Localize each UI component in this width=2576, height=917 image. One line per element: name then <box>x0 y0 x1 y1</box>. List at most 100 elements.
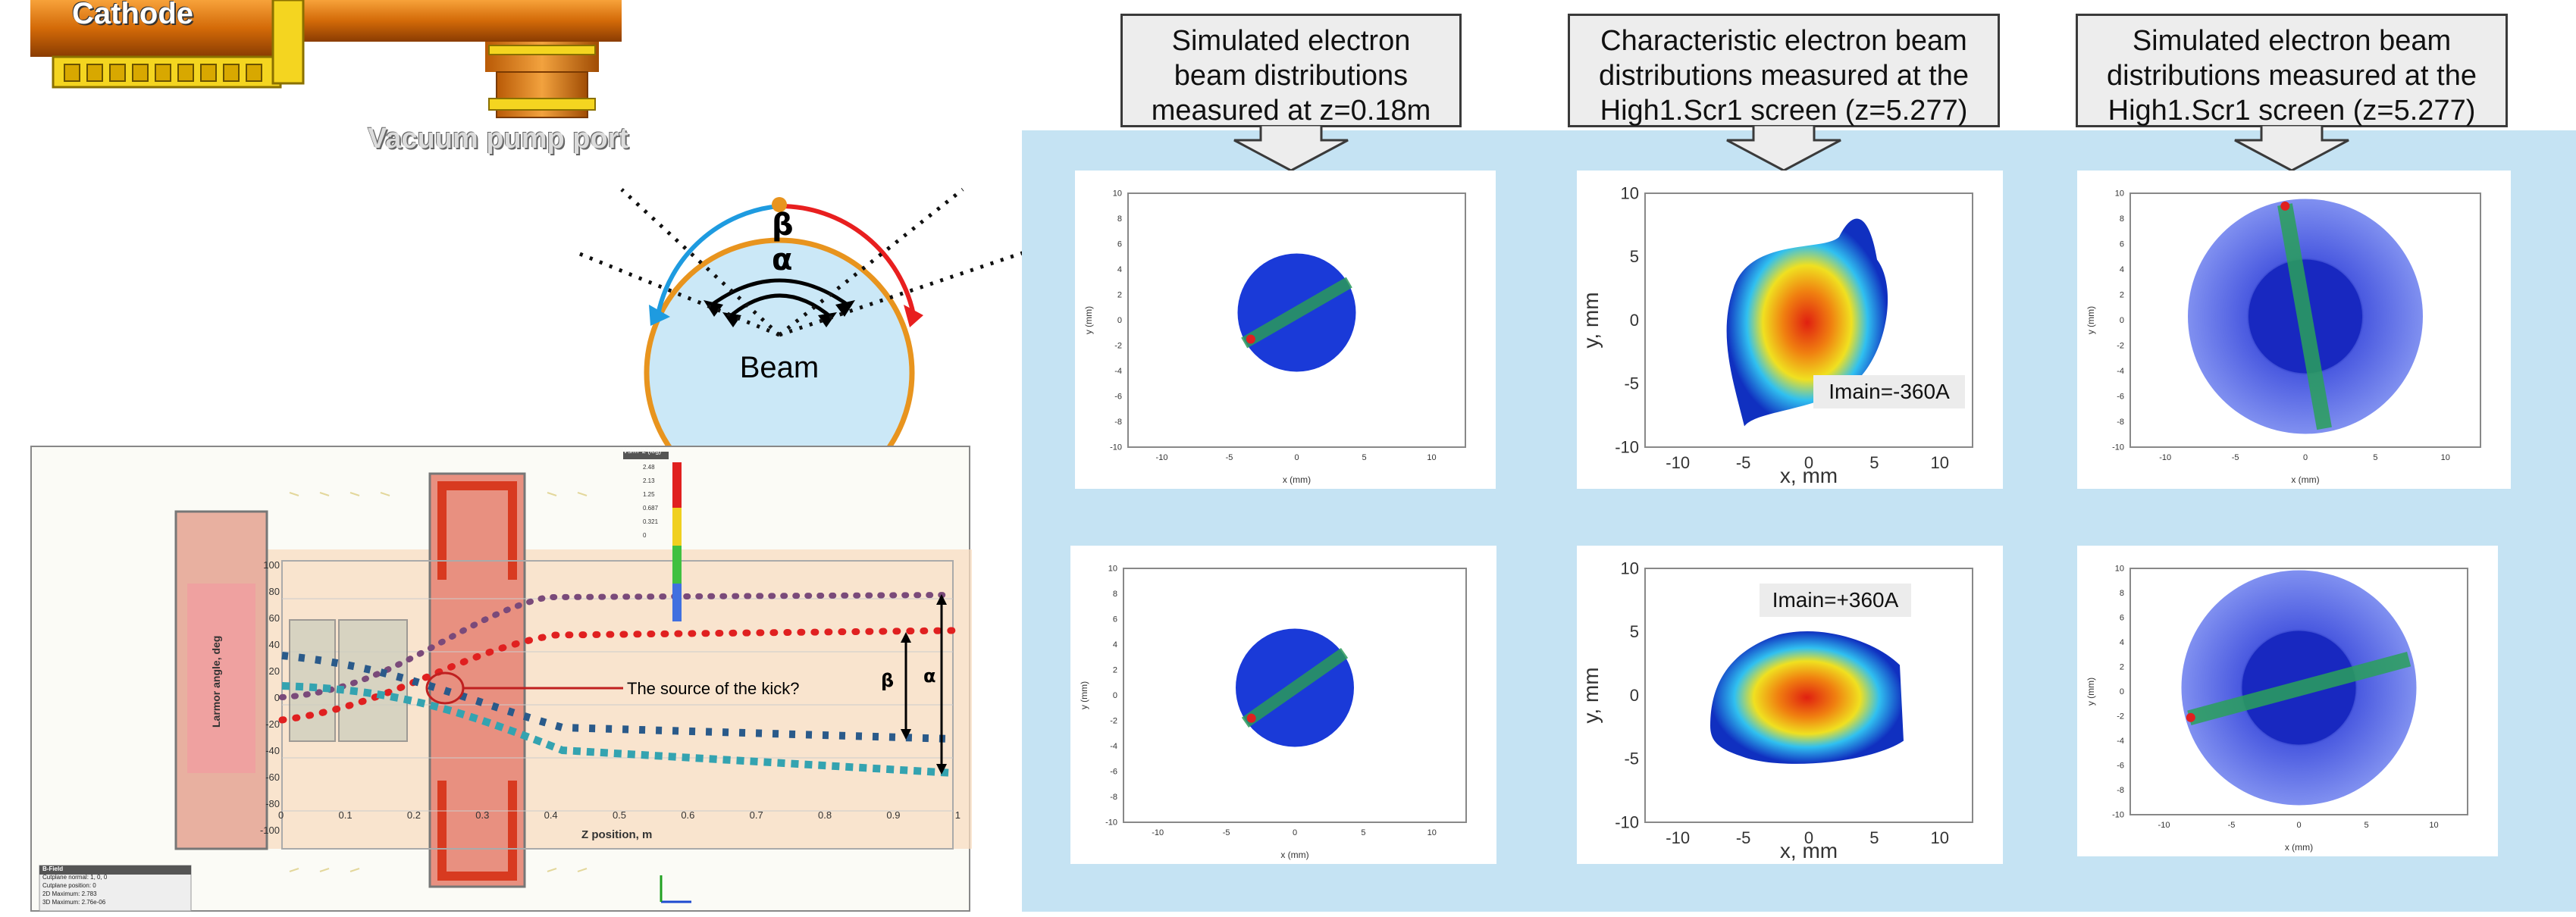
larmor-xtick-list: 0 0.1 0.2 0.3 0.4 0.5 0.6 0.7 0.8 0.9 1 <box>278 809 961 821</box>
xtick: 0.6 <box>681 809 695 821</box>
xtick-label: -10 <box>2158 821 2170 830</box>
ytick-label: -4 <box>1114 367 1122 376</box>
callout-2: Characteristic electron beam distributio… <box>1568 14 2000 174</box>
xtick-label: 0 <box>2303 453 2308 462</box>
ytick-label: 4 <box>1113 640 1117 649</box>
xtick-label: 10 <box>1931 453 1949 472</box>
ytick-label: 10 <box>2115 565 2124 574</box>
sim-plot-screen-a-svg: 10 8 6 4 2 0 -2 -4 -6 -8 -10 -10 -5 0 5 10 x (mm) y (mm) <box>2086 189 2481 485</box>
ytick: -20 <box>265 718 280 730</box>
legend-row: Cutplane normal: 1, 0, 0 <box>42 874 108 881</box>
callout-1-box: Simulated electron beam distributions me… <box>1120 14 1462 127</box>
ytick: -100 <box>259 825 280 836</box>
xtick-label: 5 <box>2373 453 2377 462</box>
beta-label: β <box>772 208 794 243</box>
ytick-label: 0 <box>2120 687 2124 696</box>
ytick-label: 10 <box>1113 189 1122 199</box>
ytick-label: -10 <box>2112 443 2124 452</box>
ytick-label: 10 <box>1108 565 1117 574</box>
colorbar-tick: 2.13 <box>643 477 655 484</box>
xtick: 0.5 <box>612 809 627 821</box>
xtick-label: -10 <box>1152 828 1164 837</box>
xtick-label: -10 <box>2159 453 2171 462</box>
callout-3: Simulated electron beam distributions me… <box>2076 14 2508 174</box>
beam-label: Beam <box>740 351 819 384</box>
ytick-label: -10 <box>1105 818 1117 828</box>
beamlet-stripe <box>2277 203 2332 430</box>
ytick-label: 6 <box>2120 240 2124 249</box>
ytick-label: 2 <box>1117 291 1122 300</box>
xtick: 0.8 <box>818 809 832 821</box>
measured-beam-spot <box>1710 631 1904 764</box>
ytick-label: 0 <box>1113 691 1117 700</box>
marker-point <box>1246 713 1256 723</box>
xtick-label: 5 <box>1869 453 1879 472</box>
callout-2-arrow <box>1726 125 1841 172</box>
ytick-label: -10 <box>1615 812 1639 831</box>
ytick-label: 5 <box>1630 247 1639 266</box>
ytick-label: -4 <box>2117 737 2124 746</box>
ytick: -80 <box>265 798 280 809</box>
imain-label-bg <box>1760 584 1911 617</box>
xtick-label: 5 <box>2364 821 2368 830</box>
xtick: 0.3 <box>475 809 490 821</box>
larmor-panel: The source of the kick? β α Larmor angle… <box>30 446 1025 912</box>
ytick-label: 0 <box>2120 316 2124 325</box>
alpha-label: α <box>772 243 792 277</box>
ytick-label: 0 <box>1630 311 1639 330</box>
beam-angle-diagram: β α Beam <box>575 174 1032 509</box>
ytick: 40 <box>268 639 280 650</box>
ytick-label: -5 <box>1624 374 1639 393</box>
xtick: 0.7 <box>749 809 763 821</box>
ytick-label: -10 <box>1110 443 1122 452</box>
xtick: 0.1 <box>338 809 353 821</box>
callout-3-arrow <box>2234 125 2349 172</box>
ytick-label: 2 <box>2120 663 2124 672</box>
measured-plot-pos: 10 5 0 -5 -10 -10 -5 0 5 10 x, mm y, mm Imain=+360A <box>1577 546 2003 864</box>
ytick: 60 <box>268 612 280 624</box>
imain-label-bg <box>1813 375 1965 408</box>
xtick-label: -5 <box>1736 828 1751 847</box>
colorbar-ticks: 2.48 2.13 1.25 0.687 0.321 0 <box>643 461 658 543</box>
y-axis-label: y, mm <box>1579 667 1603 723</box>
sim-plot-screen-b: 10 8 6 4 2 0 -2 -4 -6 -8 -10 -10 -5 0 5 10 x (mm) y (mm) <box>2077 546 2498 856</box>
colorbar-title: Vs/m^2 (log) <box>623 447 662 455</box>
xtick-label: 5 <box>1869 828 1879 847</box>
callout-1: Simulated electron beam distributions me… <box>1120 14 1462 174</box>
xtick-label: -10 <box>1156 453 1168 462</box>
ytick-label: -5 <box>1624 750 1639 768</box>
callout-3-box: Simulated electron beam distributions me… <box>2076 14 2508 127</box>
callout-1-arrow <box>1233 125 1349 172</box>
larmor-ytick-list: 100 80 60 40 20 0 -20 -40 -60 -80 -100 <box>246 552 280 843</box>
xtick-label: 10 <box>1427 453 1436 462</box>
larmor-svg: The source of the kick? β α <box>39 452 1025 912</box>
ytick-label: 4 <box>1117 265 1122 274</box>
ytick-label: -10 <box>2112 811 2124 820</box>
xtick: 0 <box>278 809 284 821</box>
ytick: 100 <box>263 559 280 571</box>
larmor-xlabel: Z position, m <box>581 828 653 841</box>
legend-row: Cutplane position: 0 <box>42 882 96 889</box>
imain-label: Imain=-360A <box>1829 380 1950 403</box>
ytick-label: -2 <box>1114 342 1122 351</box>
legend-row: 2D Maximum: 2.783 <box>42 890 97 897</box>
legend-row: 3D Maximum: 2.76e-06 <box>42 899 106 906</box>
xtick: 0.4 <box>544 809 558 821</box>
colorbar-tick: 1.25 <box>643 491 655 498</box>
colorbar-tick: 0.321 <box>643 518 659 525</box>
ytick-label: 0 <box>1117 316 1122 325</box>
y-axis-label: y (mm) <box>2086 306 2096 334</box>
vacuum-port-label: Vacuum pump port <box>368 123 629 155</box>
marker-point <box>2186 712 2195 722</box>
xtick: 0.9 <box>886 809 901 821</box>
cathode-render <box>0 0 682 167</box>
x-axis-label: x, mm <box>1780 464 1838 487</box>
x-axis-label: x, mm <box>1780 839 1838 862</box>
ytick: 0 <box>274 692 280 703</box>
colorbar-tick: 0.687 <box>643 505 659 512</box>
beamlet-stripe <box>1241 648 1349 728</box>
xtick-label: 10 <box>2429 821 2438 830</box>
sim-plot-z018-a-svg: 10 8 6 4 2 0 -2 -4 -6 -8 -10 -10 -5 0 5 10 x (mm) y (mm) <box>1083 189 1466 485</box>
ytick: -60 <box>265 771 280 783</box>
